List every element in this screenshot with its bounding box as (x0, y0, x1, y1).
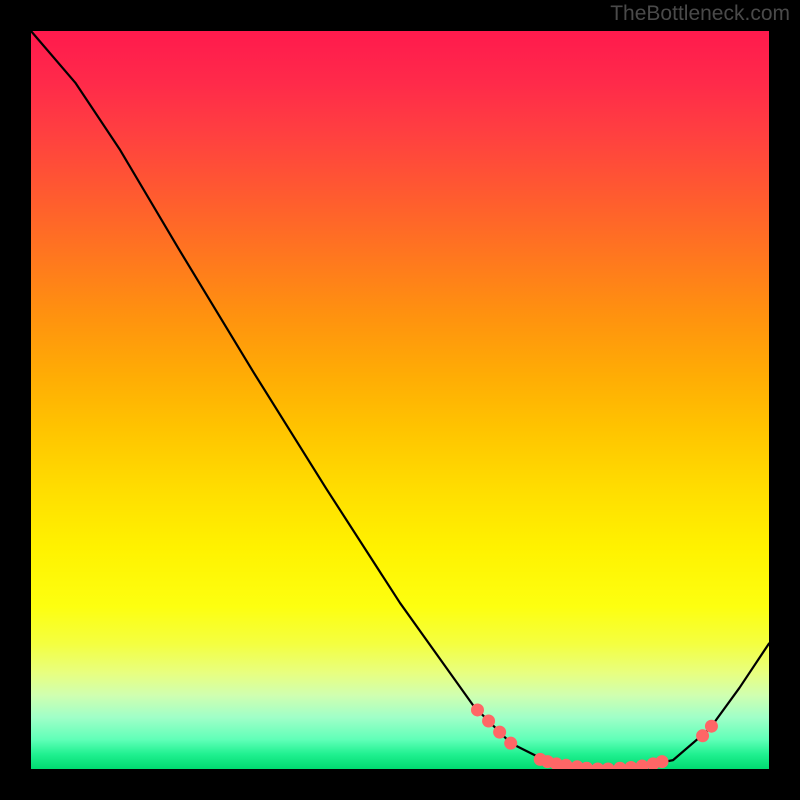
curve-marker (504, 737, 517, 750)
curve-marker (636, 760, 649, 769)
marker-group (471, 703, 718, 769)
curve-marker (655, 755, 668, 768)
curve-marker (482, 715, 495, 728)
curve-marker (613, 762, 626, 769)
watermark-text: TheBottleneck.com (610, 2, 790, 26)
curve-marker (493, 726, 506, 739)
bottleneck-curve (31, 31, 769, 769)
curve-marker (696, 729, 709, 742)
curve-marker (624, 761, 637, 769)
curve-marker (705, 720, 718, 733)
chart-overlay (31, 31, 769, 769)
curve-marker (602, 763, 615, 770)
curve-marker (471, 703, 484, 716)
